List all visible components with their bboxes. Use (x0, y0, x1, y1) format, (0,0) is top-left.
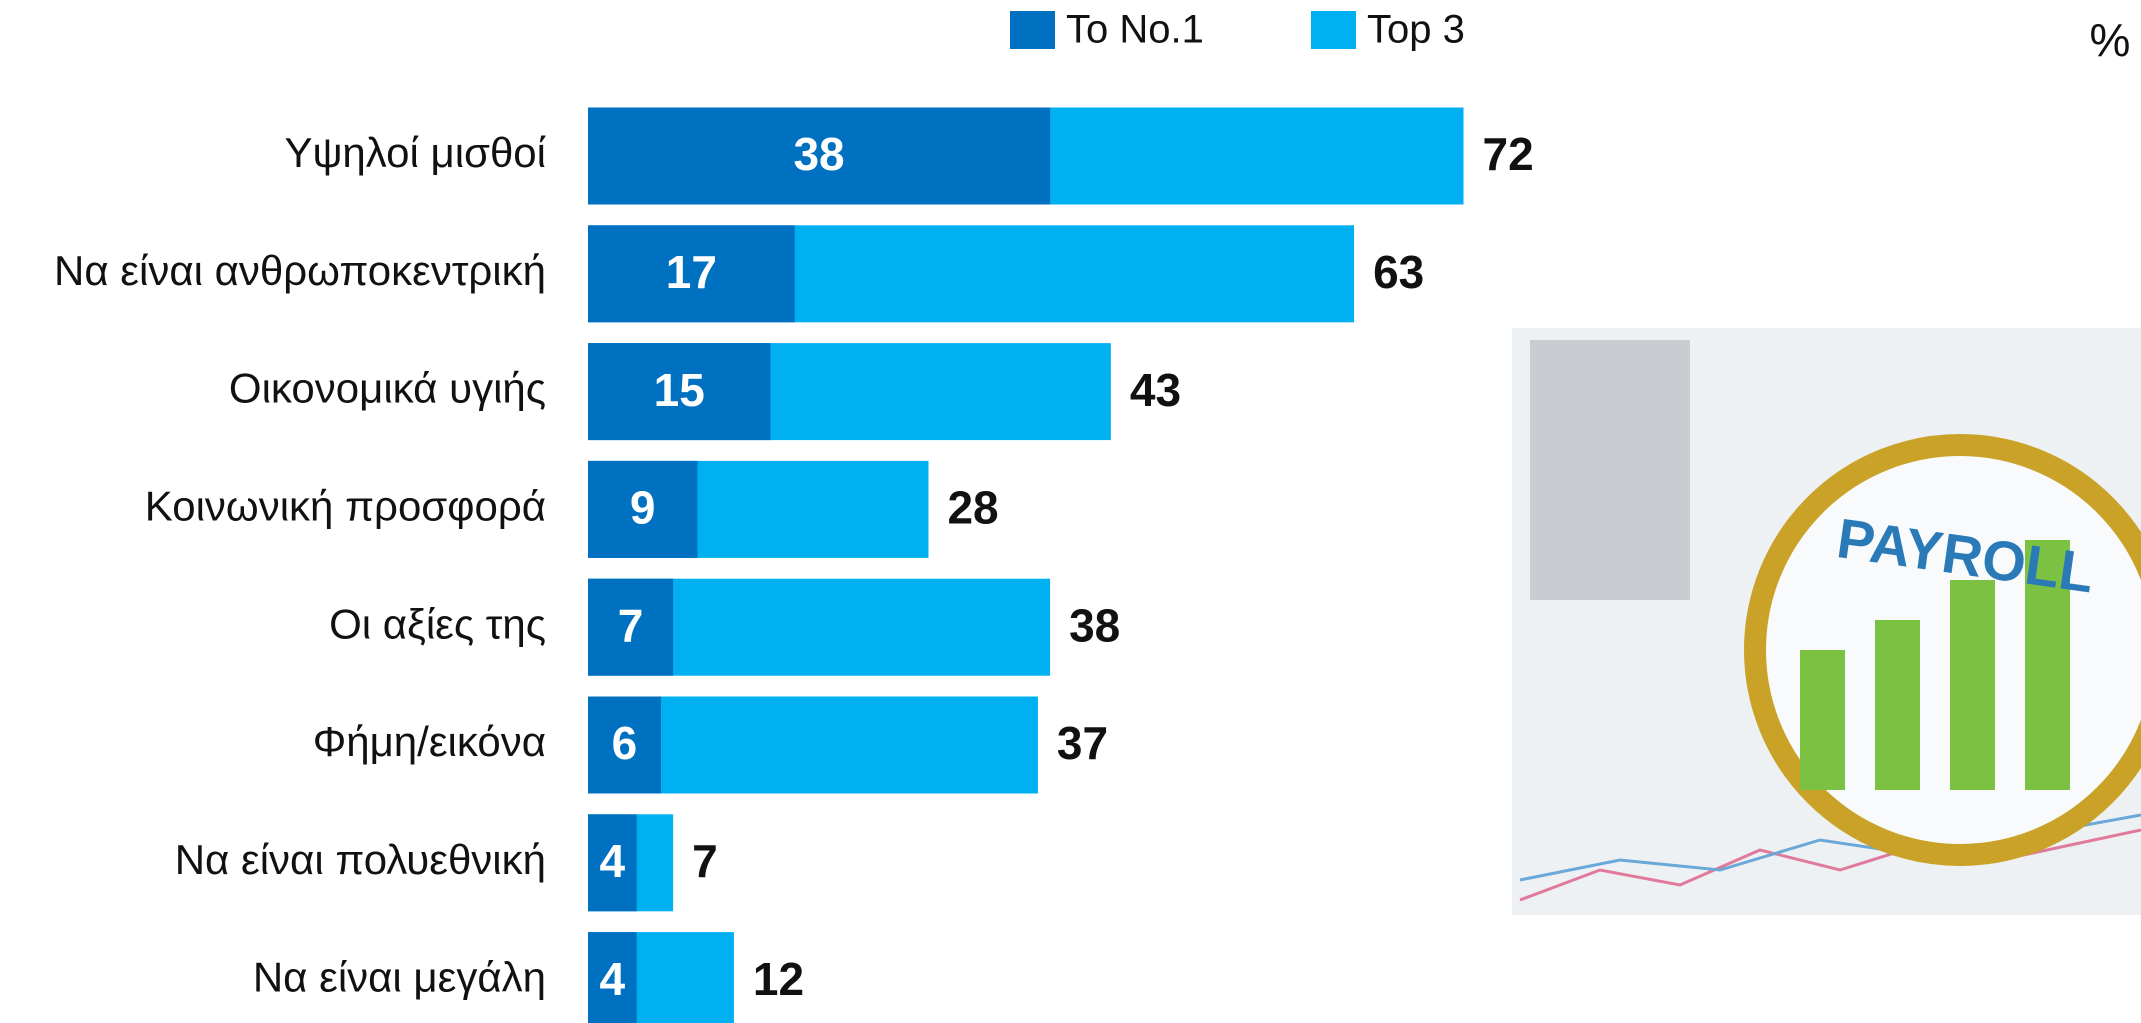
category-label: Φήμη/εικόνα (313, 718, 546, 765)
value-label: 28 (947, 482, 998, 534)
legend-label: To No.1 (1066, 8, 1204, 52)
value-label: 17 (666, 246, 717, 298)
value-label: 15 (654, 364, 705, 416)
category-label: Οικονομικά υγιής (229, 365, 546, 412)
chart: PAYROLL % To No.1 Top 3 Υψηλοί μισθοί 38 72 Ν… (0, 0, 2141, 1023)
value-label: 38 (793, 128, 844, 180)
category-label: Οι αξίες της (329, 600, 546, 647)
value-label: 12 (753, 953, 804, 1005)
value-label: 6 (612, 717, 638, 769)
category-label: Να είναι μεγάλη (253, 954, 546, 1001)
value-label: 63 (1373, 246, 1424, 298)
category-label: Να είναι ανθρωποκεντρική (54, 247, 546, 294)
value-label: 72 (1483, 128, 1534, 180)
value-label: 7 (692, 835, 718, 887)
legend-label: Top 3 (1367, 8, 1465, 52)
value-label: 38 (1069, 599, 1120, 651)
photo-bar (1800, 650, 1845, 790)
value-label: 7 (618, 599, 644, 651)
value-label: 37 (1057, 717, 1108, 769)
photo-bar (1875, 620, 1920, 790)
legend-swatch (1311, 11, 1356, 49)
category-label: Κοινωνική προσφορά (145, 482, 546, 529)
value-label: 43 (1130, 364, 1181, 416)
unit-label: % (2090, 14, 2131, 66)
category-label: Υψηλοί μισθοί (284, 129, 546, 176)
photo: PAYROLL (1512, 328, 2141, 915)
calculator (1530, 340, 1690, 600)
photo-bar (1950, 580, 1995, 790)
value-label: 4 (600, 953, 626, 1005)
category-label: Να είναι πολυεθνική (175, 836, 546, 883)
value-label: 4 (600, 835, 626, 887)
legend-swatch (1010, 11, 1055, 49)
value-label: 9 (630, 482, 656, 534)
